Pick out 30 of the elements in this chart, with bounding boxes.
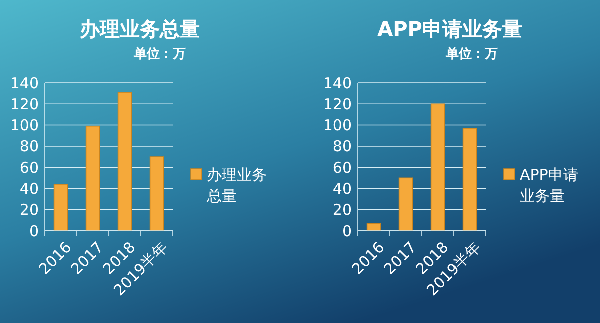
bar bbox=[398, 178, 414, 232]
chart-subtitle: 单位：万 bbox=[133, 46, 186, 62]
y-tick-label: 120 bbox=[323, 95, 352, 114]
y-tick-label: 40 bbox=[332, 180, 352, 198]
bar bbox=[150, 156, 164, 232]
y-tick-label: 80 bbox=[332, 138, 352, 156]
chart-title: APP申请业务量 bbox=[378, 17, 522, 41]
bar bbox=[430, 104, 446, 232]
y-tick-label: 40 bbox=[20, 180, 39, 198]
y-tick-label: 120 bbox=[10, 95, 39, 114]
y-tick-label: 80 bbox=[20, 138, 39, 156]
y-tick-label: 60 bbox=[20, 158, 39, 177]
bar bbox=[462, 128, 478, 232]
y-tick-label: 100 bbox=[10, 116, 39, 135]
y-tick-label: 0 bbox=[342, 222, 352, 240]
y-tick-label: 60 bbox=[332, 158, 352, 177]
chart-subtitle: 单位：万 bbox=[445, 46, 498, 62]
legend-label: APP申请业务量 bbox=[520, 166, 578, 205]
y-tick-label: 20 bbox=[332, 201, 352, 220]
chart-title: 办理业务总量 bbox=[79, 17, 200, 41]
y-tick-label: 20 bbox=[20, 201, 39, 220]
legend-label: 办理业务总量 bbox=[206, 166, 267, 205]
bar bbox=[118, 92, 132, 232]
y-tick-label: 140 bbox=[323, 74, 352, 92]
y-tick-label: 100 bbox=[323, 116, 352, 135]
bar bbox=[86, 126, 100, 232]
bar bbox=[54, 184, 68, 232]
y-tick-label: 140 bbox=[10, 74, 39, 92]
bar bbox=[366, 223, 382, 232]
y-tick-label: 0 bbox=[29, 222, 39, 240]
